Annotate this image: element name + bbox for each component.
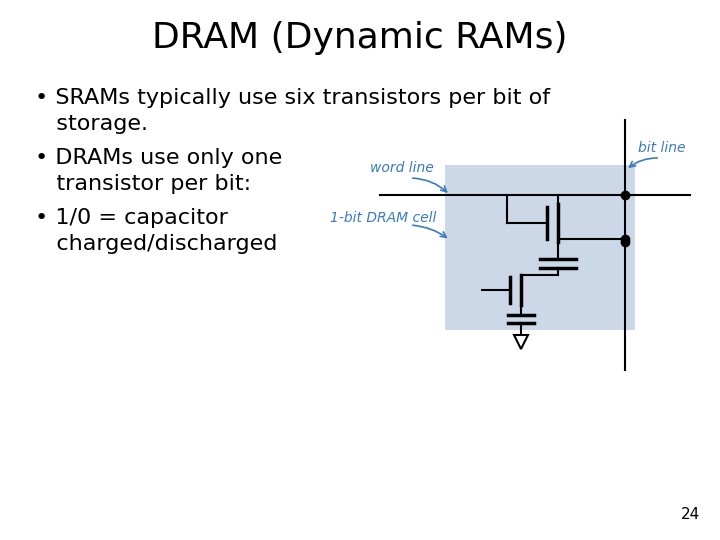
Text: storage.: storage. [35,114,148,134]
Text: word line: word line [370,161,433,175]
Polygon shape [514,335,528,349]
Text: DRAM (Dynamic RAMs): DRAM (Dynamic RAMs) [152,21,568,55]
Bar [445,165,635,330]
Text: 24: 24 [680,507,700,522]
Text: • SRAMs typically use six transistors per bit of: • SRAMs typically use six transistors pe… [35,88,550,108]
Text: charged/discharged: charged/discharged [35,234,277,254]
Text: 1-bit DRAM cell: 1-bit DRAM cell [330,211,436,225]
Text: • 1/0 = capacitor: • 1/0 = capacitor [35,208,228,228]
Text: transistor per bit:: transistor per bit: [35,174,251,194]
Text: bit line: bit line [638,141,685,155]
Text: • DRAMs use only one: • DRAMs use only one [35,148,282,168]
